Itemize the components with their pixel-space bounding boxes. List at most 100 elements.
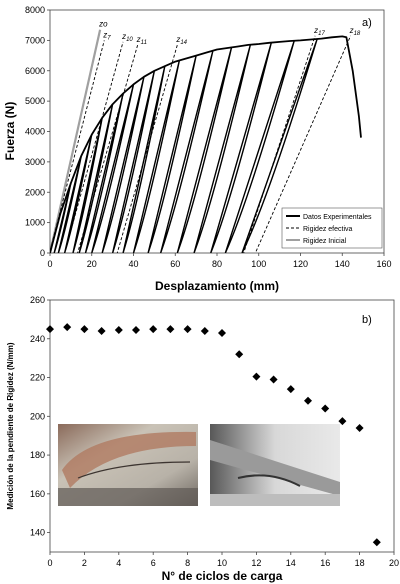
data-point-diamond: [200, 327, 209, 336]
chart-b-x-tick-label: 14: [286, 558, 296, 568]
line-label-subscript: 7: [107, 35, 111, 41]
experimental-cycle: [72, 117, 103, 253]
chart-b-y-tick-label: 160: [30, 489, 45, 499]
experimental-cycle: [57, 155, 82, 253]
chart-b: 140 160 180 200 220 240 260 0 2 4 6 8 10 12 14 16 18 20: [6, 295, 399, 583]
line-label: z7: [102, 30, 111, 41]
experimental-cycle: [84, 93, 124, 253]
chart-a-x-tick-label: 80: [212, 259, 222, 269]
data-point-diamond: [166, 325, 175, 334]
line-label-subscript: 18: [354, 31, 361, 37]
chart-a-x-tick-label: 120: [293, 259, 308, 269]
chart-a-y-tick-label: 4000: [25, 127, 45, 137]
data-point-diamond: [183, 325, 192, 334]
experimental-cycle: [241, 38, 318, 253]
line-label: z10: [121, 32, 133, 43]
line-label-base: z: [136, 35, 141, 44]
rigidez-inicial-line: [50, 29, 102, 253]
chart-b-x-tick-label: 16: [320, 558, 330, 568]
experimental-cycle: [53, 182, 72, 253]
legend-label-experimental: Datos Experimentales: [303, 214, 372, 221]
rigidez-efectiva-line: [254, 35, 352, 253]
data-point-diamond: [355, 423, 364, 432]
inset-photo-right-beam: [210, 440, 340, 496]
chart-b-x-tick-label: 4: [116, 558, 121, 568]
chart-b-y-tick-label: 180: [30, 450, 45, 460]
data-point-diamond: [114, 326, 123, 335]
chart-a-x-tick-label: 160: [376, 259, 391, 269]
data-point-diamond: [321, 404, 330, 413]
chart-a-y-tick-label: 0: [40, 248, 45, 258]
legend-label-inicial: Rigidez Inicial: [303, 238, 347, 245]
chart-a: 0 1000 2000 3000 4000 5000 6000 7000 8000 0 20 40 6…: [3, 5, 392, 293]
data-point-diamond: [269, 375, 278, 384]
inset-photo-left-floor: [58, 488, 198, 506]
chart-a-experimental-series: [50, 35, 362, 253]
chart-b-y-tick-label: 260: [30, 295, 45, 305]
experimental-cycle: [147, 55, 197, 253]
chart-a-y-tick-label: 1000: [25, 218, 45, 228]
chart-b-x-tick-label: 2: [82, 558, 87, 568]
inset-photo-right: [210, 424, 340, 506]
chart-a-x-ticks: 0 20 40 60 80 100 120 140 160: [47, 253, 392, 269]
experimental-cycle: [176, 46, 233, 253]
line-label-base: z: [349, 26, 354, 35]
chart-a-y-ticks: 0 1000 2000 3000 4000 5000 6000 7000 8000: [25, 5, 50, 258]
chart-b-data-points: [46, 323, 381, 547]
line-label-base: zo: [98, 20, 108, 29]
inset-photo-left-detail: [62, 431, 196, 488]
experimental-cycle: [132, 59, 181, 253]
experimental-cycle: [63, 134, 93, 253]
inset-photo-right-base: [210, 494, 340, 506]
line-label: z17: [313, 26, 325, 37]
chart-b-y-tick-label: 220: [30, 373, 45, 383]
line-label: zo: [98, 20, 108, 29]
chart-b-x-tick-label: 10: [217, 558, 227, 568]
chart-a-x-tick-label: 60: [170, 259, 180, 269]
line-label: z18: [349, 26, 361, 37]
line-label: z11: [136, 35, 147, 46]
line-label-base: z: [102, 30, 107, 39]
chart-a-y-tick-label: 7000: [25, 35, 45, 45]
chart-b-panel-label: b): [362, 314, 372, 326]
chart-a-y-tick-label: 8000: [25, 5, 45, 15]
line-label-base: z: [121, 32, 126, 41]
line-label-base: z: [175, 35, 180, 44]
experimental-cycle: [159, 50, 214, 253]
data-point-diamond: [149, 325, 158, 334]
chart-b-y-tick-label: 200: [30, 411, 45, 421]
line-label-subscript: 14: [180, 40, 187, 46]
data-point-diamond: [46, 325, 54, 334]
chart-b-y-ticks: 140 160 180 200 220 240 260: [30, 295, 50, 538]
data-point-diamond: [235, 350, 244, 359]
chart-b-y-tick-label: 240: [30, 334, 45, 344]
chart-a-y-tick-label: 3000: [25, 157, 45, 167]
chart-a-x-tick-label: 40: [128, 259, 138, 269]
inset-photo-right-detail: [237, 474, 301, 487]
experimental-cycle: [78, 104, 114, 253]
data-point-diamond: [304, 396, 312, 405]
experimental-cycle: [91, 84, 135, 253]
experimental-envelope: [50, 35, 362, 253]
line-label: z14: [175, 35, 187, 46]
chart-b-x-tick-label: 12: [251, 558, 261, 568]
data-point-diamond: [372, 538, 381, 547]
data-point-diamond: [80, 325, 89, 334]
chart-b-x-axis-label: N° de ciclos de carga: [162, 569, 283, 583]
experimental-cycle: [111, 70, 156, 253]
line-label-base: z: [313, 26, 318, 35]
chart-a-x-tick-label: 0: [47, 259, 52, 269]
experimental-cycle: [122, 66, 166, 253]
chart-b-x-tick-label: 8: [185, 558, 190, 568]
chart-a-legend: Datos Experimentales Rigidez efectiva Ri…: [281, 207, 383, 249]
line-label-subscript: 11: [141, 40, 147, 46]
data-point-diamond: [252, 372, 261, 381]
chart-a-y-axis-label: Fuerza (N): [3, 102, 17, 161]
chart-b-x-tick-label: 18: [355, 558, 365, 568]
chart-a-y-tick-label: 2000: [25, 187, 45, 197]
data-point-diamond: [132, 326, 140, 335]
chart-b-x-tick-label: 0: [47, 558, 52, 568]
rigidez-efectiva-line: [116, 44, 178, 253]
legend-label-efectiva: Rigidez efectiva: [303, 226, 353, 233]
